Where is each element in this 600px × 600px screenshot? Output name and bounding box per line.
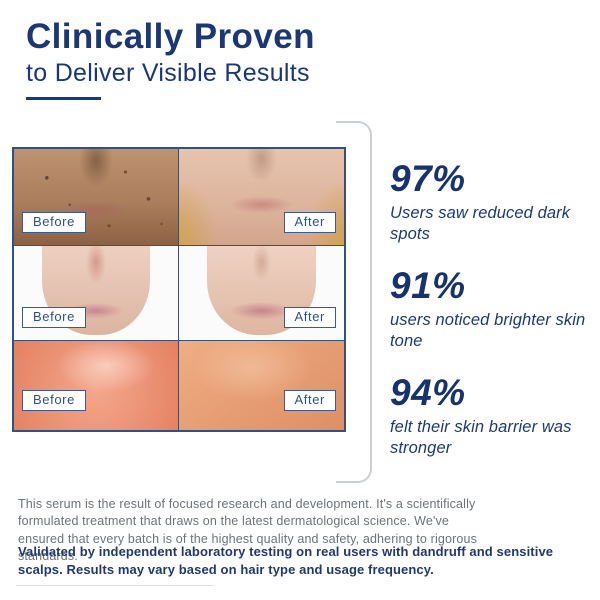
before-label: Before — [22, 307, 86, 328]
research-paragraph: This serum is the result of focused rese… — [18, 497, 478, 563]
stat-brighter-skin-tone: 91% users noticed brighter skin tone — [390, 265, 595, 352]
page-title: Clinically Proven — [26, 17, 315, 56]
before-after-comparison-grid: Before After Before After Before After — [12, 147, 346, 432]
after-label: After — [283, 212, 336, 233]
stats-bracket-decoration — [336, 121, 372, 483]
stat-description: Users saw reduced dark spots — [390, 203, 571, 243]
after-photo-skin-tone: After — [179, 246, 344, 341]
validation-disclaimer: Validated by independent laboratory test… — [18, 544, 554, 577]
before-photo-dark-spots: Before — [14, 149, 179, 246]
results-stats: 97% Users saw reduced dark spots 91% use… — [390, 158, 595, 481]
stat-value: 97% — [390, 158, 466, 199]
stat-description: felt their skin barrier was stronger — [390, 417, 572, 458]
before-photo-skin-barrier: Before — [14, 341, 179, 430]
title-underline — [26, 97, 101, 100]
before-label: Before — [22, 390, 86, 411]
after-label: After — [283, 390, 336, 411]
footer-divider — [16, 585, 213, 586]
before-photo-skin-tone: Before — [14, 246, 179, 341]
stat-reduced-dark-spots: 97% Users saw reduced dark spots — [390, 158, 595, 245]
after-photo-dark-spots: After — [179, 149, 344, 246]
stat-value: 91% — [390, 265, 466, 307]
stat-value: 94% — [390, 372, 466, 414]
before-label: Before — [22, 212, 86, 233]
stat-skin-barrier-stronger: 94% felt their skin barrier was stronger — [390, 372, 595, 459]
page-subtitle: to Deliver Visible Results — [26, 59, 310, 87]
after-photo-skin-barrier: After — [179, 341, 344, 430]
after-label: After — [283, 307, 336, 328]
stat-description: users noticed brighter skin tone — [390, 310, 586, 351]
